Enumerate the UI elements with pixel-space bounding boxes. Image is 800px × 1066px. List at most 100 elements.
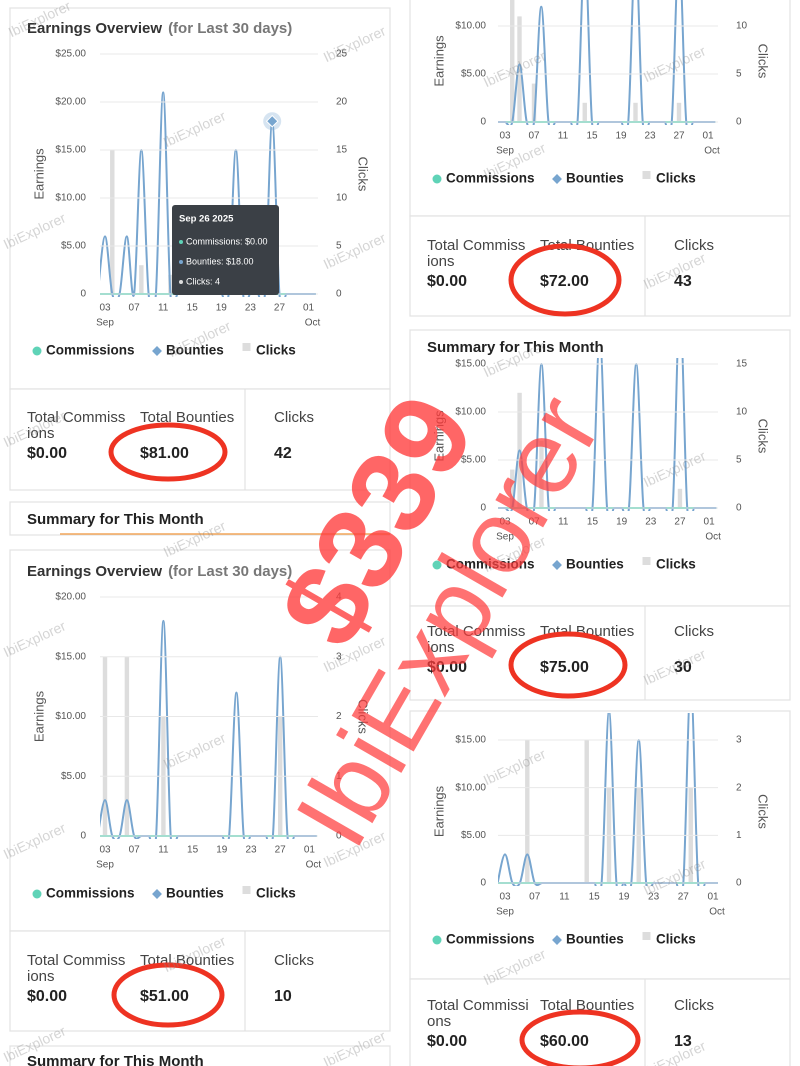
summary-card bbox=[9, 930, 391, 1032]
summary-value: $75.00 bbox=[540, 659, 589, 676]
click-bar bbox=[677, 488, 683, 508]
x-tick-label: 01 bbox=[304, 845, 316, 856]
chart-title: Earnings Overview (for Last 30 days) bbox=[27, 20, 292, 37]
x-tick-label: 01 bbox=[702, 131, 714, 142]
y2-tick-label: 0 bbox=[736, 117, 742, 128]
legend-marker bbox=[552, 935, 562, 945]
highlight-circle bbox=[508, 631, 628, 699]
summary-label-line: ions bbox=[27, 425, 55, 442]
highlight-circle bbox=[508, 243, 622, 317]
subtitle: (for Last 30 days) bbox=[168, 20, 292, 37]
x-tick-label: 11 bbox=[158, 845, 169, 856]
click-bar bbox=[517, 16, 522, 122]
x-tick-label: 23 bbox=[644, 131, 656, 142]
y-axis-title: Earnings bbox=[431, 35, 446, 87]
section-heading: Summary for This Month bbox=[27, 511, 204, 528]
subtitle: (for Last 30 days) bbox=[168, 563, 292, 580]
y2-axis-title: Clicks bbox=[756, 419, 771, 454]
legend-marker bbox=[642, 557, 651, 565]
legend-marker bbox=[242, 343, 251, 351]
chart-heading: Summary for This Month bbox=[427, 339, 604, 356]
x-tick-label: 19 bbox=[615, 131, 627, 142]
click-bar bbox=[510, 0, 515, 122]
summary-label-line: Total Commiss bbox=[427, 237, 525, 254]
y-tick-label: $20.00 bbox=[55, 97, 86, 108]
chart-title: Earnings Overview (for Last 30 days) bbox=[27, 563, 292, 580]
summary-label: Clicks bbox=[674, 997, 714, 1014]
legend-label: Bounties bbox=[166, 343, 224, 358]
x-tick-label: 27 bbox=[673, 131, 685, 142]
legend-marker bbox=[432, 174, 442, 184]
x-tick-label: 11 bbox=[559, 892, 570, 903]
y2-tick-label: 10 bbox=[736, 407, 748, 418]
legend-label: Bounties bbox=[566, 171, 624, 186]
x-tick-label: 01 bbox=[704, 517, 716, 528]
legend-label: Commissions bbox=[446, 557, 535, 572]
legend-label: Commissions bbox=[446, 932, 535, 947]
legend-marker bbox=[642, 932, 651, 940]
summary-label: Clicks bbox=[674, 237, 714, 254]
x-month-label: Sep bbox=[96, 860, 114, 871]
tooltip-dot bbox=[179, 240, 183, 244]
click-bar bbox=[124, 656, 130, 836]
summary-value: $0.00 bbox=[27, 445, 67, 462]
tooltip-title: Sep 26 2025 bbox=[179, 214, 234, 225]
click-bar bbox=[510, 469, 515, 508]
y-axis-title: Earnings bbox=[431, 410, 446, 462]
summary-value: $0.00 bbox=[427, 273, 467, 290]
click-bar bbox=[102, 656, 108, 836]
legend-label: Bounties bbox=[566, 932, 624, 947]
summary-label: Clicks bbox=[674, 623, 714, 640]
summary-label-line: Total Commissi bbox=[427, 997, 529, 1014]
summary-label: Total Bounties bbox=[540, 237, 634, 254]
highlight-circle bbox=[111, 962, 225, 1028]
y-tick-label: $10.00 bbox=[55, 711, 86, 722]
x-month-label: Oct bbox=[709, 907, 725, 918]
summary-label-line: ions bbox=[427, 253, 455, 270]
x-month-label: Oct bbox=[705, 532, 721, 543]
y-tick-label: 0 bbox=[80, 831, 86, 842]
x-tick-label: 23 bbox=[648, 892, 660, 903]
y-tick-label: 0 bbox=[80, 289, 86, 300]
summary-value: 42 bbox=[274, 445, 292, 462]
y2-tick-label: 0 bbox=[736, 878, 742, 889]
y2-tick-label: 0 bbox=[336, 831, 342, 842]
x-tick-label: 03 bbox=[499, 517, 511, 528]
highlight-circle bbox=[108, 422, 228, 482]
y-tick-label: $5.00 bbox=[461, 455, 486, 466]
y2-tick-label: 5 bbox=[736, 455, 742, 466]
y2-tick-label: 5 bbox=[336, 241, 342, 252]
summary-value: $72.00 bbox=[540, 273, 589, 290]
y-tick-label: $10.00 bbox=[455, 21, 486, 32]
summary-value: $81.00 bbox=[140, 445, 189, 462]
y-tick-label: $5.00 bbox=[461, 830, 486, 841]
summary-value: $0.00 bbox=[427, 659, 467, 676]
legend-marker bbox=[552, 174, 562, 184]
x-tick-label: 07 bbox=[129, 303, 141, 314]
legend-marker bbox=[552, 560, 562, 570]
x-tick-label: 11 bbox=[558, 131, 569, 142]
click-bar bbox=[584, 740, 589, 883]
title-text: Earnings Overview bbox=[27, 20, 162, 37]
x-tick-label: 03 bbox=[499, 892, 511, 903]
summary-value: $60.00 bbox=[540, 1033, 589, 1050]
x-tick-label: 03 bbox=[99, 845, 111, 856]
y-tick-label: $5.00 bbox=[461, 69, 486, 80]
x-tick-label: 27 bbox=[274, 303, 286, 314]
summary-label: Clicks bbox=[274, 952, 314, 969]
x-tick-label: 19 bbox=[216, 845, 228, 856]
y-tick-label: $20.00 bbox=[55, 592, 86, 603]
y-tick-label: $10.00 bbox=[55, 193, 86, 204]
legend-label: Commissions bbox=[46, 343, 135, 358]
y2-axis-title: Clicks bbox=[356, 157, 371, 192]
y-axis-title: Earnings bbox=[31, 690, 46, 742]
legend-label: Clicks bbox=[656, 557, 696, 572]
summary-card bbox=[409, 215, 791, 317]
click-bar bbox=[531, 83, 537, 122]
click-bar bbox=[139, 265, 144, 294]
x-tick-label: 15 bbox=[187, 845, 199, 856]
legend-label: Bounties bbox=[166, 886, 224, 901]
